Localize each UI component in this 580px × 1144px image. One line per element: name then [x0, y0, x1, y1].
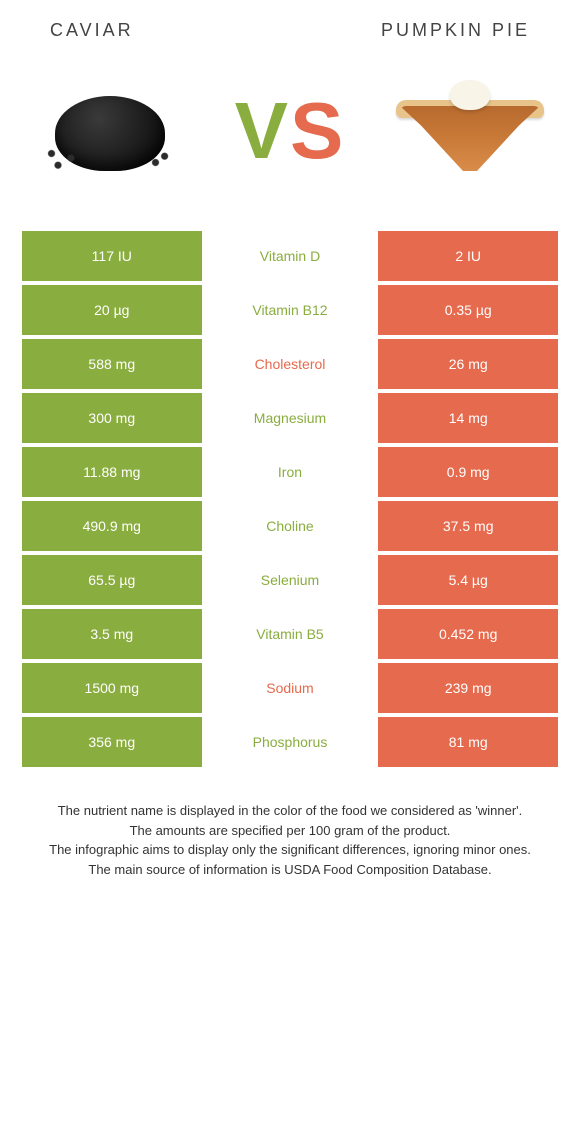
right-value: 81 mg	[378, 717, 558, 767]
left-value: 117 IU	[22, 231, 202, 281]
right-value: 0.452 mg	[378, 609, 558, 659]
footer-line: The amounts are specified per 100 gram o…	[30, 821, 550, 841]
caviar-image	[30, 61, 190, 201]
vs-label: VS	[235, 91, 346, 171]
right-value: 14 mg	[378, 393, 558, 443]
footer-line: The nutrient name is displayed in the co…	[30, 801, 550, 821]
left-value: 11.88 mg	[22, 447, 202, 497]
nutrient-label: Phosphorus	[202, 717, 379, 767]
right-value: 239 mg	[378, 663, 558, 713]
nutrient-label: Choline	[202, 501, 379, 551]
left-value: 300 mg	[22, 393, 202, 443]
table-row: 3.5 mgVitamin B50.452 mg	[22, 609, 558, 659]
nutrient-label: Selenium	[202, 555, 379, 605]
footer-line: The main source of information is USDA F…	[30, 860, 550, 880]
right-value: 26 mg	[378, 339, 558, 389]
table-row: 588 mgCholesterol26 mg	[22, 339, 558, 389]
nutrient-label: Iron	[202, 447, 379, 497]
table-row: 20 µgVitamin B120.35 µg	[22, 285, 558, 335]
table-row: 490.9 mgCholine37.5 mg	[22, 501, 558, 551]
footer-notes: The nutrient name is displayed in the co…	[0, 771, 580, 919]
left-value: 490.9 mg	[22, 501, 202, 551]
nutrient-label: Vitamin B5	[202, 609, 379, 659]
header: CAVIAR PUMPKIN PIE	[0, 0, 580, 51]
nutrient-label: Vitamin D	[202, 231, 379, 281]
table-row: 356 mgPhosphorus81 mg	[22, 717, 558, 767]
right-value: 2 IU	[378, 231, 558, 281]
nutrient-label: Magnesium	[202, 393, 379, 443]
vs-v: V	[235, 86, 290, 175]
left-value: 588 mg	[22, 339, 202, 389]
right-value: 37.5 mg	[378, 501, 558, 551]
images-row: VS	[0, 51, 580, 231]
nutrient-label: Vitamin B12	[202, 285, 379, 335]
table-row: 1500 mgSodium239 mg	[22, 663, 558, 713]
table-row: 300 mgMagnesium14 mg	[22, 393, 558, 443]
table-row: 117 IUVitamin D2 IU	[22, 231, 558, 281]
left-value: 20 µg	[22, 285, 202, 335]
right-value: 0.9 mg	[378, 447, 558, 497]
right-value: 0.35 µg	[378, 285, 558, 335]
pumpkin-pie-image	[390, 61, 550, 201]
table-row: 11.88 mgIron0.9 mg	[22, 447, 558, 497]
footer-line: The infographic aims to display only the…	[30, 840, 550, 860]
nutrient-label: Cholesterol	[202, 339, 379, 389]
left-value: 3.5 mg	[22, 609, 202, 659]
table-row: 65.5 µgSelenium5.4 µg	[22, 555, 558, 605]
vs-s: S	[290, 86, 345, 175]
right-value: 5.4 µg	[378, 555, 558, 605]
title-caviar: CAVIAR	[50, 20, 134, 41]
left-value: 65.5 µg	[22, 555, 202, 605]
title-pumpkin-pie: PUMPKIN PIE	[381, 20, 530, 41]
nutrient-label: Sodium	[202, 663, 379, 713]
comparison-table: 117 IUVitamin D2 IU20 µgVitamin B120.35 …	[0, 231, 580, 767]
left-value: 356 mg	[22, 717, 202, 767]
left-value: 1500 mg	[22, 663, 202, 713]
